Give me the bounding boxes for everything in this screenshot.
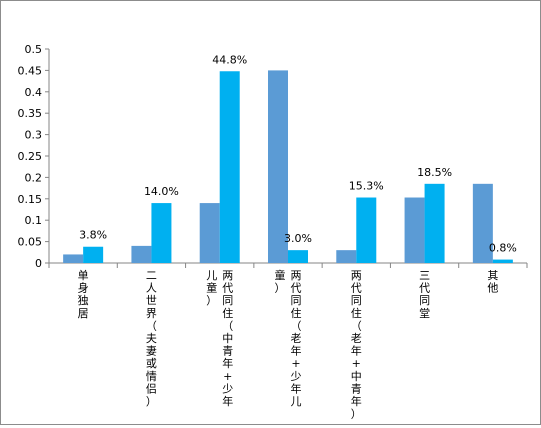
data-label: 15.3% bbox=[349, 180, 384, 193]
data-labels: 3.8% 14.0% 44.8% 3.0% 15.3% 18.5% 0.8% bbox=[79, 53, 517, 254]
bar-series1-0 bbox=[63, 254, 84, 263]
bar-series2-2 bbox=[219, 71, 240, 263]
bar-series1-3 bbox=[268, 70, 288, 264]
category-label: 童） bbox=[275, 268, 286, 295]
y-tick-label: 0.3 bbox=[25, 129, 43, 142]
y-tick-label: 0.15 bbox=[18, 193, 43, 206]
category-label: 其他 bbox=[487, 269, 498, 295]
category-label: 两代同住（中青年+少年 bbox=[222, 269, 233, 408]
y-tick-label: 0.1 bbox=[25, 214, 43, 227]
bar-series bbox=[63, 70, 513, 264]
category-label: 两代同住（老年+少年儿 bbox=[291, 269, 302, 408]
bar-series2-0 bbox=[83, 246, 104, 263]
y-tick-label: 0.25 bbox=[18, 150, 43, 163]
bar-series1-5 bbox=[404, 197, 425, 263]
data-label: 18.5% bbox=[417, 166, 452, 179]
category-label: 三代同堂 bbox=[419, 269, 430, 320]
y-tick-label: 0.35 bbox=[18, 107, 43, 120]
bar-series2-5 bbox=[424, 183, 445, 263]
bar-series1-4 bbox=[336, 250, 357, 263]
category-label: 两代同住（老年+中青年） bbox=[351, 269, 362, 421]
bar-series2-4 bbox=[356, 197, 377, 263]
y-tick-label: 0.2 bbox=[25, 171, 43, 184]
y-tick-label: 0.5 bbox=[25, 43, 43, 56]
data-label: 44.8% bbox=[212, 53, 247, 66]
data-label: 0.8% bbox=[489, 242, 517, 255]
category-label: 二人世界（夫妻或情侣） bbox=[146, 269, 157, 408]
category-label: 单身独居 bbox=[78, 269, 89, 320]
bar-series1-2 bbox=[199, 203, 220, 263]
bar-series2-3 bbox=[288, 250, 308, 263]
data-label: 14.0% bbox=[144, 185, 179, 198]
bar-series2-1 bbox=[151, 203, 172, 263]
y-axis: 0 0.05 0.1 0.15 0.2 0.25 0.3 0.35 0.4 0.45 0.5 bbox=[18, 43, 50, 270]
category-label: 儿童） bbox=[206, 269, 217, 307]
data-label: 3.8% bbox=[79, 229, 107, 242]
y-tick-label: 0.05 bbox=[18, 236, 43, 249]
bar-series1-6 bbox=[472, 183, 493, 263]
bar-series2-6 bbox=[492, 259, 513, 263]
bar-series1-1 bbox=[131, 245, 152, 263]
y-tick-label: 0.4 bbox=[25, 86, 43, 99]
data-label: 3.0% bbox=[284, 232, 312, 245]
y-tick-label: 0 bbox=[35, 257, 42, 270]
y-tick-label: 0.45 bbox=[18, 64, 43, 77]
x-axis bbox=[48, 262, 528, 268]
